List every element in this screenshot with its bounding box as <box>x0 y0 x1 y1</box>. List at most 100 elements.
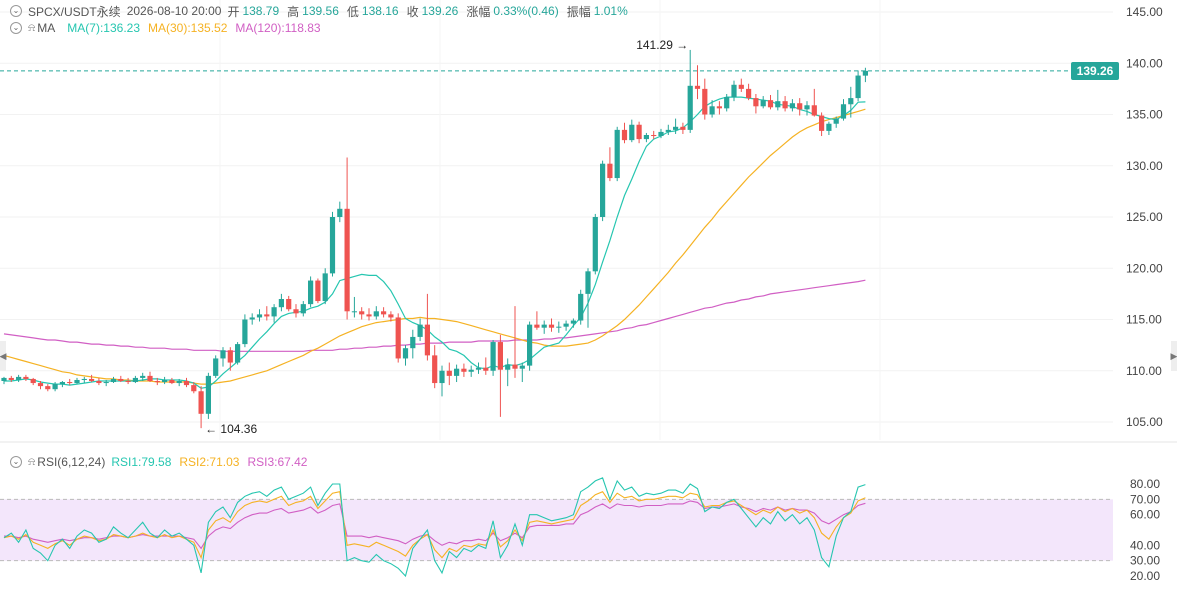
change-label: 涨幅 <box>466 4 491 19</box>
bell-icon[interactable]: ⍾ <box>28 455 36 468</box>
price-tick-label: 125.00 <box>1126 210 1163 224</box>
rsi-indicator-label[interactable]: RSI(6,12,24) <box>37 455 106 469</box>
candle-body <box>300 304 306 314</box>
rsi-lines <box>3 477 866 578</box>
candle-body <box>176 381 182 384</box>
ma7-value: MA(7):136.23 <box>67 21 140 35</box>
candle-body <box>96 381 102 384</box>
ma30-value: MA(30):135.52 <box>148 21 228 35</box>
price-axis[interactable]: 145.00 140.00 135.00 130.00 125.00 120.00 115.… <box>1126 5 1163 429</box>
candle-body <box>8 377 14 380</box>
price-tick-label: 110.00 <box>1126 364 1162 378</box>
candle-body <box>709 106 715 115</box>
candle-body <box>89 378 95 381</box>
candle-body <box>475 367 482 370</box>
candle-body <box>45 386 51 390</box>
candle-body <box>308 280 314 305</box>
candle-body <box>797 103 803 110</box>
rsi-tick-label: 40.00 <box>1130 538 1160 552</box>
candle-body <box>541 324 547 328</box>
candle-body <box>527 324 533 366</box>
low-value: 138.16 <box>361 4 399 18</box>
candle-body <box>271 307 277 317</box>
candle-body <box>30 378 36 384</box>
low-label: 低 <box>346 4 359 19</box>
change-value: 0.33%(0.46) <box>493 4 559 18</box>
candle-body <box>183 381 190 386</box>
open-label: 开 <box>227 4 240 19</box>
collapse-chevron-icon[interactable]: ⌄ <box>10 5 22 17</box>
ma120-line <box>3 279 866 352</box>
amplitude-label: 振幅 <box>566 4 591 19</box>
price-tick-label: 135.00 <box>1126 108 1163 122</box>
candle-body <box>811 105 817 116</box>
candle-body <box>322 273 328 302</box>
candle-body <box>826 123 832 131</box>
rsi-overbought-oversold-band <box>0 499 1113 561</box>
candle-body <box>264 314 270 317</box>
scroll-left-arrow-icon[interactable]: ◀ <box>0 341 6 371</box>
candle-body <box>636 124 642 140</box>
rsi3-value: RSI3:67.42 <box>247 455 308 469</box>
price-tick-label: 120.00 <box>1126 261 1163 275</box>
candle-body <box>417 324 423 337</box>
candle-body <box>439 370 445 384</box>
candle-body <box>402 348 409 359</box>
rsi2-line <box>3 491 866 560</box>
candle-body <box>585 271 591 294</box>
candle-body <box>67 382 73 384</box>
candle-body <box>767 100 774 108</box>
candle-body <box>125 381 131 383</box>
bell-icon[interactable]: ⍾ <box>28 21 36 34</box>
candle-body <box>505 364 511 370</box>
candle-body <box>629 124 635 141</box>
candle-body <box>592 217 598 272</box>
candle-body <box>738 84 744 89</box>
candle-body <box>483 367 489 371</box>
price-tick-label: 145.00 <box>1126 5 1163 19</box>
candle-body <box>694 85 701 89</box>
candle-body <box>563 323 569 327</box>
candle-body <box>388 314 394 318</box>
candle-body <box>643 135 649 140</box>
candle-body <box>519 365 525 369</box>
candle-body <box>59 382 65 385</box>
ma-legend-row: ⌄ ⍾ MA MA(7):136.23 MA(30):135.52 MA(120… <box>10 20 329 36</box>
rsi-tick-label: 60.00 <box>1130 508 1160 522</box>
datetime-label: 2026-08-10 20:00 <box>126 4 222 18</box>
candle-body <box>366 314 372 317</box>
candle-body <box>658 131 664 137</box>
rsi-tick-label: 70.00 <box>1130 492 1160 506</box>
candle-body <box>855 75 861 99</box>
candle-body <box>424 324 430 356</box>
candle-body <box>782 101 788 109</box>
candle-body <box>497 342 503 370</box>
scroll-right-arrow-icon[interactable]: ▶ <box>1171 341 1177 371</box>
candle-body <box>315 280 321 302</box>
candle-body <box>198 391 204 414</box>
collapse-chevron-icon[interactable]: ⌄ <box>10 456 22 468</box>
ma-indicator-label[interactable]: MA <box>37 21 56 35</box>
candle-body <box>490 342 496 371</box>
candle-body <box>147 375 153 381</box>
candle-body <box>731 84 737 98</box>
high-value: 139.56 <box>302 4 339 18</box>
candle-body <box>110 378 117 383</box>
candle-body <box>81 378 87 380</box>
candle-body <box>673 126 679 130</box>
collapse-chevron-icon[interactable]: ⌄ <box>10 22 22 34</box>
rsi1-value: RSI1:79.58 <box>111 455 172 469</box>
candle-body <box>760 100 766 107</box>
amplitude-value: 1.01% <box>593 4 628 18</box>
candle-body <box>556 326 562 328</box>
ma120-value: MA(120):118.83 <box>235 21 321 35</box>
candle-body <box>578 293 584 321</box>
candle-body <box>381 311 387 315</box>
candle-body <box>819 115 825 131</box>
candle-body <box>468 369 474 372</box>
candle-body <box>37 383 44 387</box>
close-value: 139.26 <box>421 4 459 18</box>
candle-body <box>775 101 781 108</box>
